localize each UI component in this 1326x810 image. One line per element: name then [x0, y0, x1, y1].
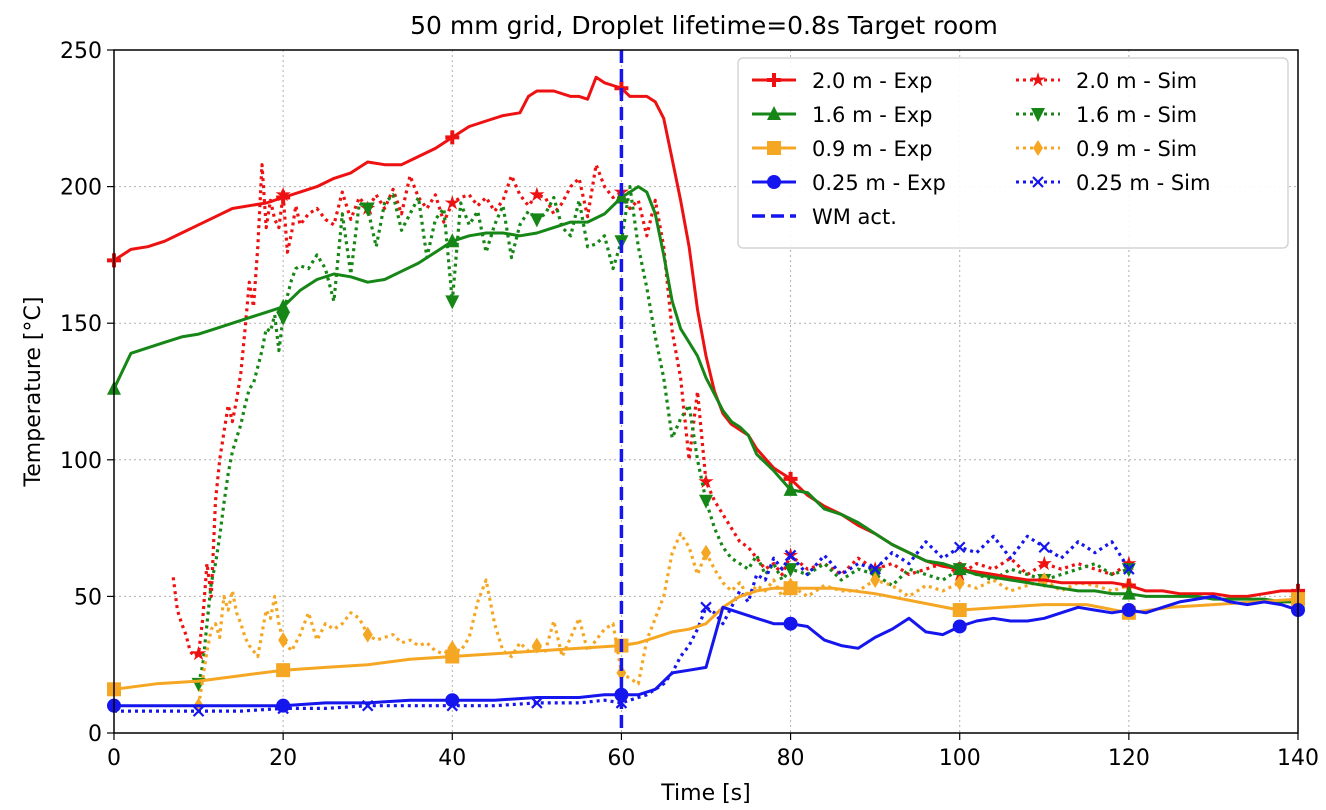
legend-marker-1-6-m-sim	[1031, 108, 1045, 122]
data-point-1-6-m-sim	[360, 202, 375, 217]
y-axis-label: Temperature [°C]	[21, 297, 46, 488]
data-point-0-25-m-exp	[1121, 603, 1136, 618]
data-point-0-25-m-sim	[869, 563, 881, 575]
x-tick-label: 80	[777, 746, 805, 771]
legend-label: 0.9 m - Exp	[812, 137, 932, 161]
data-point-0-9-m-sim	[278, 632, 289, 649]
y-tick-label: 250	[60, 39, 102, 64]
data-point-2-0-m-sim	[529, 186, 545, 202]
x-tick-label: 40	[438, 746, 466, 771]
data-point-0-9-m-sim	[870, 572, 881, 589]
data-point-0-9-m-exp	[445, 649, 460, 664]
x-tick-label: 0	[107, 746, 121, 771]
data-point-0-25-m-exp	[276, 698, 291, 713]
x-tick-label: 20	[269, 746, 297, 771]
data-point-2-0-m-sim	[444, 195, 460, 210]
y-tick-label: 150	[60, 312, 102, 337]
axes-frame	[113, 49, 1299, 734]
data-point-0-9-m-exp	[276, 663, 291, 678]
data-point-0-25-m-sim	[700, 601, 712, 614]
data-point-0-9-m-exp	[783, 581, 798, 596]
legend-marker-0-25-m-sim	[1032, 176, 1044, 188]
data-point-2-0-m-exp	[276, 190, 291, 205]
y-tick-label: 50	[74, 585, 102, 610]
data-point-0-9-m-sim	[701, 544, 711, 561]
legend-marker-0-9-m-sim	[1033, 140, 1043, 156]
x-tick-label: 140	[1277, 746, 1319, 771]
legend-label: 2.0 m - Sim	[1076, 69, 1197, 93]
data-point-0-25-m-sim	[531, 697, 543, 709]
series-line-0-25-m-exp	[114, 594, 1299, 708]
data-point-1-6-m-exp	[445, 233, 460, 248]
data-point-0-9-m-sim	[616, 664, 627, 681]
x-axis-label: Time [s]	[660, 781, 750, 806]
legend-label: 0.9 m - Sim	[1076, 137, 1197, 161]
legend-marker-0-9-m-exp	[767, 141, 781, 155]
x-tick-label: 60	[607, 746, 635, 771]
data-point-0-9-m-sim	[362, 626, 373, 643]
data-point-2-0-m-sim	[191, 645, 207, 661]
data-point-0-25-m-exp	[614, 687, 629, 702]
y-tick-label: 200	[60, 176, 102, 201]
series-line-1-6-m-exp	[112, 185, 1298, 604]
series-line-2-0-m-exp	[113, 75, 1298, 598]
data-point-0-25-m-sim	[1038, 541, 1051, 554]
legend-marker-2-0-m-sim	[1030, 72, 1046, 87]
legend-label: 1.6 m - Exp	[812, 103, 932, 127]
series-line-1-6-m-sim	[197, 185, 1130, 685]
y-tick-label: 0	[88, 722, 102, 747]
legend-marker-2-0-m-exp	[767, 73, 781, 87]
chart-title: 50 mm grid, Droplet lifetime=0.8s Target…	[410, 11, 998, 40]
data-point-0-9-m-exp	[952, 603, 967, 618]
data-point-1-6-m-sim	[276, 311, 291, 326]
data-point-1-6-m-exp	[952, 561, 967, 576]
data-point-0-25-m-sim	[784, 549, 797, 562]
x-tick-label: 120	[1108, 746, 1150, 771]
data-point-0-25-m-sim	[192, 705, 205, 717]
x-tick-label: 100	[939, 746, 981, 771]
legend-label: 2.0 m - Exp	[812, 69, 932, 93]
data-point-2-0-m-sim	[1121, 555, 1137, 571]
legend-label: WM act.	[812, 205, 897, 229]
data-point-1-6-m-sim	[529, 213, 544, 228]
legend-label: 0.25 m - Sim	[1076, 171, 1210, 195]
data-point-2-0-m-sim	[1036, 555, 1052, 571]
data-point-0-25-m-sim	[1123, 563, 1135, 575]
data-point-0-25-m-exp	[952, 619, 967, 634]
data-point-1-6-m-sim	[445, 295, 460, 310]
data-point-0-9-m-sim	[954, 574, 965, 591]
data-point-1-6-m-sim	[699, 494, 713, 509]
axis-ticks: 0 20 40 60 80 100 120 140 0 50 100 150 200 250	[60, 39, 1319, 771]
legend-box	[737, 57, 1289, 249]
series-line-2-0-m-sim	[171, 163, 1130, 659]
data-point-0-25-m-exp	[783, 616, 798, 631]
data-point-1-6-m-exp	[1121, 585, 1136, 600]
legend-marker-1-6-m-exp	[767, 106, 781, 120]
data-point-0-25-m-sim	[953, 541, 966, 554]
y-tick-label: 100	[60, 449, 102, 474]
data-point-1-6-m-sim	[783, 563, 798, 578]
data-point-0-25-m-exp	[445, 693, 460, 708]
legend-label: 1.6 m - Sim	[1076, 103, 1197, 127]
series-line-0-9-m-exp	[113, 586, 1299, 691]
data-point-1-6-m-exp	[276, 298, 291, 313]
data-point-1-6-m-exp	[783, 481, 798, 496]
data-point-1-6-m-exp	[614, 189, 629, 204]
data-point-2-0-m-sim	[698, 473, 714, 489]
legend: 2.0 m - Exp 1.6 m - Exp 0.9 m - Exp 0.25 m …	[737, 57, 1289, 249]
plot-area	[107, 50, 1305, 733]
legend-marker-0-25-m-exp	[767, 175, 781, 189]
data-point-2-0-m-exp	[445, 130, 460, 145]
legend-label: 0.25 m - Exp	[812, 171, 946, 195]
